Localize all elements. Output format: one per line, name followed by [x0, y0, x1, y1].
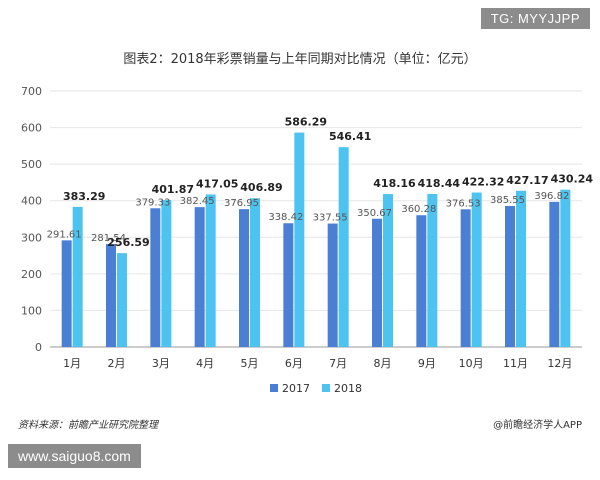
data-label-2018-4: 417.05 — [196, 177, 238, 190]
bar-2017-6 — [283, 223, 294, 347]
data-label-2018-2: 256.59 — [107, 236, 149, 249]
x-tick-label: 7月 — [329, 357, 347, 370]
bar-2018-9 — [427, 193, 438, 347]
x-tick-label: 1月 — [63, 357, 81, 370]
legend-label-2017: 2017 — [282, 382, 310, 395]
bar-2017-7 — [327, 223, 338, 347]
data-label-2017-2: 281.54 — [91, 233, 126, 244]
legend-label-2018: 2018 — [334, 382, 362, 395]
bar-2018-10 — [471, 192, 482, 347]
data-label-2017-11: 385.55 — [490, 195, 525, 206]
legend: 2017 2018 — [270, 382, 362, 395]
bar-2018-4 — [205, 194, 216, 347]
url-watermark: www.saiguo8.com — [8, 444, 141, 468]
data-label-2018-12: 430.24 — [551, 173, 594, 186]
x-tick-label: 6月 — [285, 357, 303, 370]
x-tick-label: 4月 — [196, 357, 214, 370]
bar-2017-2 — [106, 244, 116, 347]
bar-2017-5 — [239, 209, 249, 347]
bar-2018-12 — [560, 189, 571, 347]
bar-2018-11 — [516, 190, 526, 347]
data-label-2017-12: 396.82 — [534, 191, 569, 202]
data-label-2017-3: 379.33 — [135, 197, 170, 208]
y-tick-label: 200 — [21, 268, 42, 281]
brand-credit: @前瞻经济学人APP — [493, 420, 582, 431]
bar-2017-8 — [372, 218, 382, 347]
y-tick-label: 600 — [21, 122, 42, 135]
data-label-2017-1: 291.61 — [47, 229, 82, 240]
bar-2017-1 — [61, 240, 72, 347]
bar-2018-8 — [383, 194, 393, 347]
data-label-2018-9: 418.44 — [418, 177, 461, 190]
y-tick-label: 0 — [35, 341, 42, 354]
bar-2017-12 — [549, 201, 560, 347]
x-tick-label: 9月 — [418, 357, 436, 370]
y-tick-label: 400 — [21, 195, 42, 208]
data-label-2017-9: 360.28 — [401, 204, 436, 215]
watermark-badge: TG: MYYJJPP — [480, 8, 590, 29]
data-label-2018-6: 586.29 — [285, 116, 327, 129]
data-label-2018-11: 427.17 — [506, 174, 548, 187]
source-note: 资料来源：前瞻产业研究院整理 — [18, 420, 158, 431]
x-tick-label: 10月 — [459, 357, 484, 370]
chart-title: 图表2：2018年彩票销量与上年同期对比情况（单位：亿元） — [123, 52, 477, 67]
bar-2018-7 — [338, 147, 349, 347]
bars — [61, 132, 571, 347]
data-label-2017-8: 350.67 — [357, 208, 392, 219]
bar-2017-4 — [194, 207, 205, 347]
data-label-2017-4: 382.45 — [180, 196, 215, 207]
data-label-2017-7: 337.55 — [313, 213, 348, 224]
bar-2017-3 — [150, 208, 161, 347]
data-label-2017-6: 338.42 — [268, 212, 303, 223]
bar-2018-2 — [117, 253, 127, 347]
data-label-2018-3: 401.87 — [152, 183, 194, 196]
data-label-2018-10: 422.32 — [462, 176, 504, 189]
x-tick-label: 3月 — [152, 357, 170, 370]
data-label-2017-10: 376.53 — [446, 198, 481, 209]
legend-swatch-2018 — [322, 384, 330, 392]
bar-2017-9 — [416, 215, 427, 347]
x-tick-label: 11月 — [503, 357, 528, 370]
data-label-2018-8: 418.16 — [373, 177, 416, 190]
y-tick-label: 100 — [21, 304, 42, 317]
data-label-2018-7: 546.41 — [329, 130, 371, 143]
y-axis: 0 100 200 300 400 500 600 700 — [21, 85, 42, 354]
bar-2017-10 — [460, 209, 471, 347]
data-label-2018-5: 406.89 — [240, 181, 282, 194]
bar-2018-1 — [72, 206, 83, 347]
y-tick-label: 700 — [21, 85, 42, 98]
x-tick-label: 8月 — [374, 357, 392, 370]
data-label-2018-1: 383.29 — [63, 190, 105, 203]
bar-2018-6 — [294, 132, 305, 347]
y-tick-label: 500 — [21, 158, 42, 171]
x-tick-label: 12月 — [547, 357, 572, 370]
x-tick-label: 2月 — [108, 357, 126, 370]
bar-2018-5 — [250, 198, 260, 347]
data-label-2017-5: 376.95 — [224, 198, 259, 209]
bar-2018-3 — [161, 200, 172, 347]
x-axis: 1月 2月 3月 4月 5月 6月 7月 8月 9月 10月 11月 12月 — [63, 357, 572, 370]
y-tick-label: 300 — [21, 231, 42, 244]
x-tick-label: 5月 — [241, 357, 259, 370]
legend-swatch-2017 — [270, 384, 278, 392]
bar-2017-11 — [505, 205, 515, 347]
gridlines — [50, 90, 582, 348]
